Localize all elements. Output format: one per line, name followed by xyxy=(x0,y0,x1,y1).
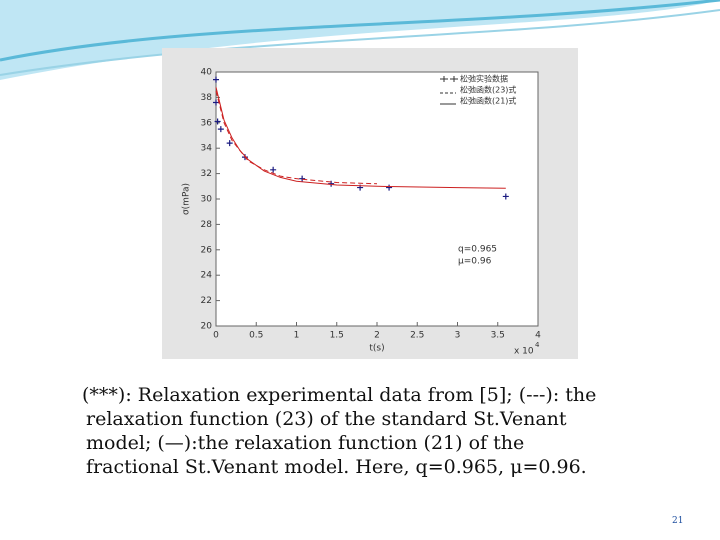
caption-line: (***): Relaxation experimental data from… xyxy=(82,384,597,406)
legend-label: 松弛实验数据 xyxy=(460,74,508,84)
y-tick-label: 22 xyxy=(201,296,212,306)
x-tick-label: 1 xyxy=(294,331,300,341)
legend-label: 松弛函数(23)式 xyxy=(460,85,516,95)
legend-label: 松弛函数(21)式 xyxy=(460,96,516,106)
data-point xyxy=(214,118,221,125)
y-tick-label: 32 xyxy=(201,169,212,179)
data-point xyxy=(217,126,224,133)
y-tick-label: 34 xyxy=(201,144,213,154)
x-tick-label: 3.5 xyxy=(491,331,505,341)
page-number: 21 xyxy=(672,516,684,526)
plot-area xyxy=(215,71,539,327)
x-scale-exp: 4 xyxy=(535,341,540,349)
y-tick-label: 36 xyxy=(201,118,213,128)
series-line xyxy=(215,87,506,189)
x-tick-label: 4 xyxy=(535,331,541,341)
x-tick-label: 3 xyxy=(455,331,461,341)
y-axis-label: σ(mPa) xyxy=(182,183,192,215)
legend-marker xyxy=(440,76,458,82)
y-tick-label: 26 xyxy=(201,245,213,255)
annotation: μ=0.96 xyxy=(458,257,492,267)
x-tick-label: 2 xyxy=(374,331,380,341)
y-tick-label: 30 xyxy=(201,195,213,205)
caption-line: relaxation function (23) of the standard… xyxy=(86,408,567,430)
data-point xyxy=(213,76,219,83)
y-tick-label: 24 xyxy=(201,271,213,281)
x-scale-base: x 10 xyxy=(514,347,534,357)
chart: σ(mPa) t(s) x 10 4 q=0.965 μ=0.96 202224… xyxy=(162,48,578,359)
header-decoration xyxy=(0,0,720,80)
x-axis-label: t(s) xyxy=(369,344,384,354)
annotation: q=0.965 xyxy=(458,245,497,255)
data-point xyxy=(386,184,393,191)
data-point xyxy=(270,166,277,173)
caption-line: model; (—):the relaxation function (21) … xyxy=(86,432,525,454)
data-point xyxy=(213,99,219,106)
y-tick-label: 20 xyxy=(201,322,213,332)
caption-line: fractional St.Venant model. Here, q=0.96… xyxy=(86,456,587,478)
data-point xyxy=(502,193,509,200)
x-tick-label: 2.5 xyxy=(410,331,424,341)
x-tick-label: 0 xyxy=(213,331,219,341)
x-tick-label: 1.5 xyxy=(330,331,344,341)
data-point xyxy=(226,140,233,147)
series-line xyxy=(215,90,378,185)
x-tick-label: 0.5 xyxy=(249,331,263,341)
y-tick-label: 40 xyxy=(201,68,213,78)
data-point xyxy=(299,175,306,182)
y-tick-label: 38 xyxy=(201,93,213,103)
y-tick-label: 28 xyxy=(201,220,213,230)
